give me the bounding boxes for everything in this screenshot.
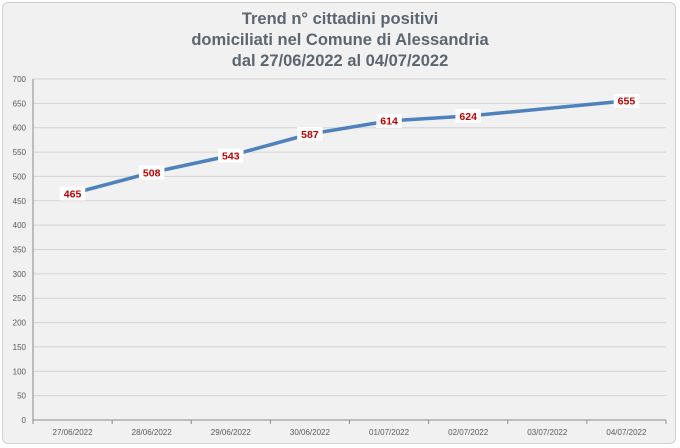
x-tick-label: 30/06/2022	[290, 428, 331, 437]
series-line	[70, 99, 629, 196]
y-tick-label: 100	[13, 367, 27, 376]
data-label: 624	[459, 111, 477, 123]
y-tick-label: 700	[13, 75, 27, 84]
data-label: 465	[64, 188, 82, 200]
y-tick-label: 200	[13, 319, 27, 328]
y-tick-label: 600	[13, 124, 27, 133]
data-label-box	[218, 148, 244, 163]
x-tick-label: 02/07/2022	[448, 428, 489, 437]
chart-title: Trend n° cittadini positivi domiciliati …	[3, 9, 677, 72]
y-tick-label: 650	[13, 99, 27, 108]
y-tick-label: 50	[17, 392, 26, 401]
y-tick-label: 450	[13, 197, 27, 206]
data-label-box	[138, 165, 165, 180]
data-label-box	[376, 113, 402, 128]
data-label-box	[59, 186, 86, 201]
x-tick-label: 28/06/2022	[132, 428, 173, 437]
y-tick-label: 350	[13, 246, 27, 255]
chart-frame: Trend n° cittadini positivi domiciliati …	[2, 2, 676, 444]
chart-title-line-3: dal 27/06/2022 al 04/07/2022	[231, 52, 449, 70]
data-label: 614	[380, 116, 398, 128]
x-tick-label: 04/07/2022	[606, 428, 647, 437]
data-label: 508	[143, 167, 161, 179]
data-label-box	[613, 93, 640, 108]
y-tick-label: 0	[22, 416, 27, 425]
y-tick-label: 150	[13, 343, 27, 352]
x-tick-label: 27/06/2022	[53, 428, 94, 437]
y-tick-label: 250	[13, 294, 27, 303]
chart-title-line-1: Trend n° cittadini positivi	[241, 10, 439, 28]
y-tick-label: 550	[13, 148, 27, 157]
y-tick-label: 500	[13, 172, 27, 181]
data-label-box	[455, 109, 481, 124]
data-label: 587	[301, 129, 319, 141]
data-label: 543	[222, 150, 240, 162]
x-tick-label: 01/07/2022	[369, 428, 410, 437]
data-label: 655	[618, 96, 636, 108]
x-tick-label: 29/06/2022	[211, 428, 252, 437]
y-tick-label: 400	[13, 221, 27, 230]
data-label-box	[297, 127, 323, 142]
chart-title-line-2: domiciliati nel Comune di Alessandria	[191, 31, 489, 49]
x-tick-label: 03/07/2022	[527, 428, 568, 437]
y-tick-label: 300	[13, 270, 27, 279]
